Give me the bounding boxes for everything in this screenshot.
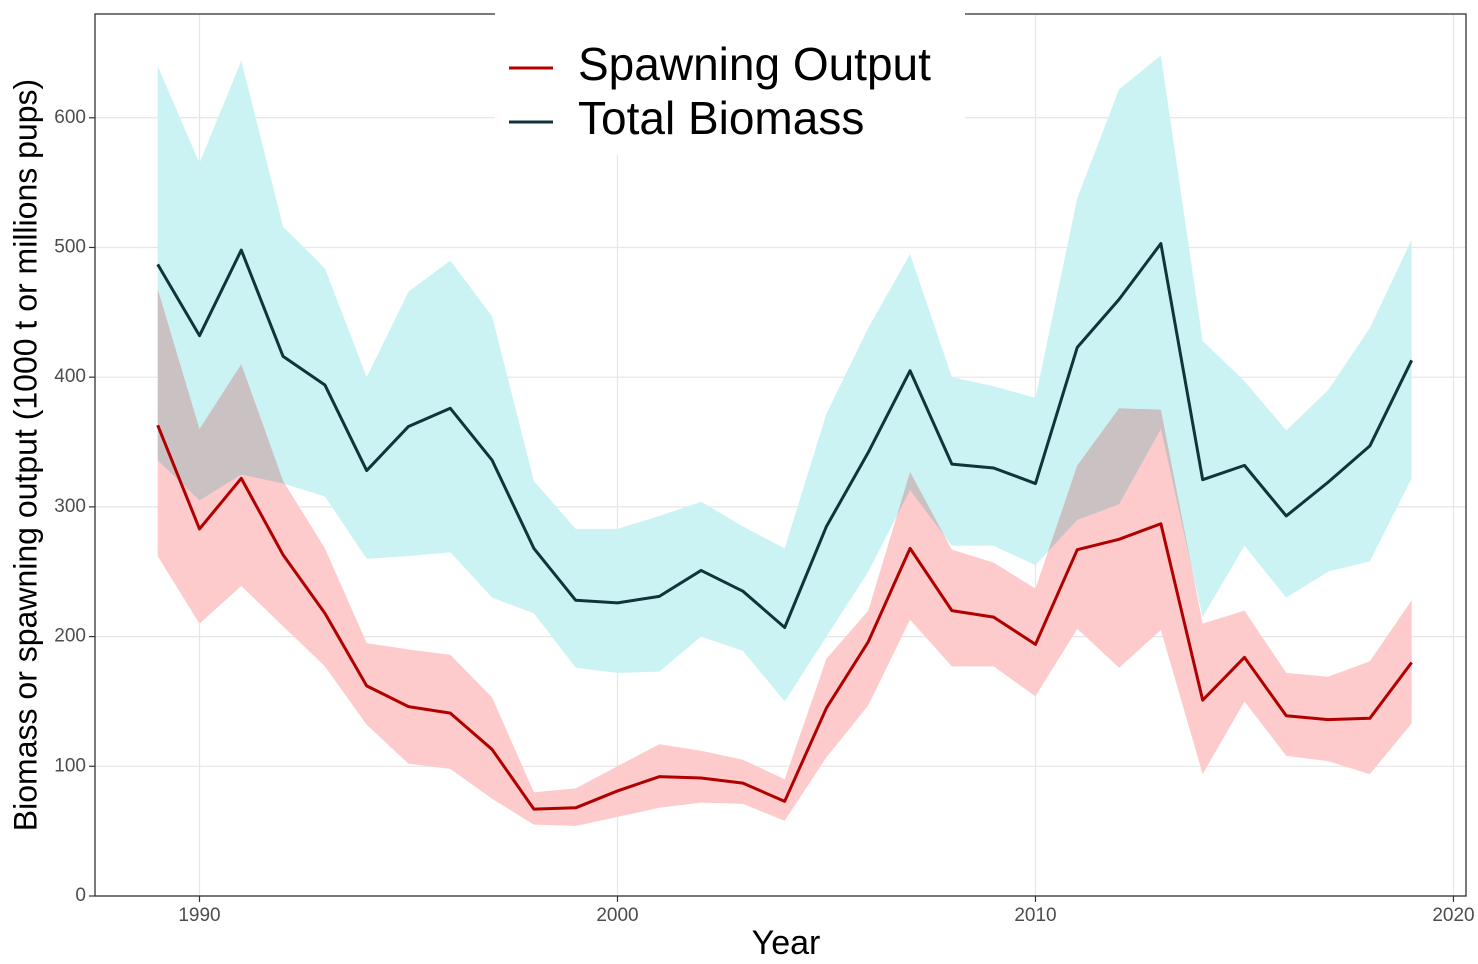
legend-label: Total Biomass [578,92,864,144]
confidence-band [157,55,1412,702]
x-tick-label: 2010 [1014,905,1056,926]
y-tick-label: 100 [54,755,86,776]
y-tick-label: 300 [54,496,86,517]
series-line [156,424,1413,811]
axes: 0 100 200 300 400 500 600 1990 2000 2010 2020 [54,107,1474,926]
x-tick-label: 2000 [596,905,638,926]
legend-box [495,8,965,155]
x-tick-label: 2020 [1432,905,1474,926]
lines [156,242,1414,811]
y-tick-label: 400 [54,366,86,387]
y-tick-label: 500 [54,236,86,257]
confidence-band [157,288,1412,826]
y-tick-label: 200 [54,626,86,647]
y-axis-label: Biomass or spawning output (1000 t or mi… [7,79,43,831]
bands [157,55,1412,826]
y-tick-label: 600 [54,107,86,128]
legend-label: Spawning Output [578,38,931,90]
x-tick-label: 1990 [178,905,220,926]
y-tick-label: 0 [75,885,86,906]
x-axis-label: Year [752,924,821,962]
series-line [156,242,1414,630]
